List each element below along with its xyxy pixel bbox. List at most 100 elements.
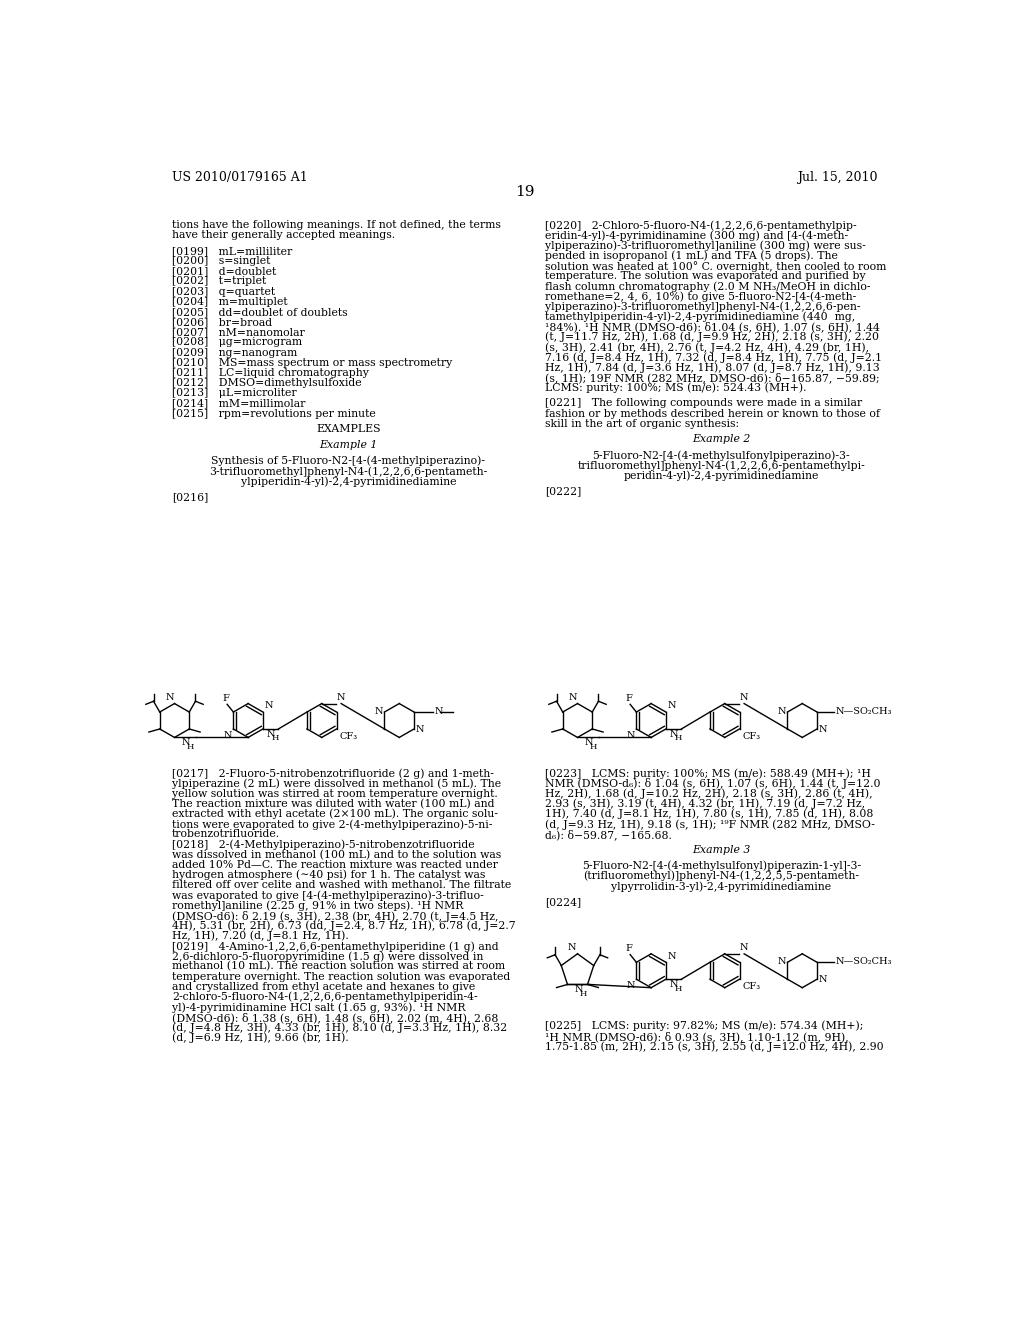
Text: 5-Fluoro-N2-[4-(4-methylsulfonyl)piperazin-1-yl]-3-: 5-Fluoro-N2-[4-(4-methylsulfonyl)piperaz… bbox=[582, 861, 861, 871]
Text: N: N bbox=[670, 730, 678, 739]
Text: d₆): δ−59.87, −165.68.: d₆): δ−59.87, −165.68. bbox=[545, 829, 672, 840]
Text: US 2010/0179165 A1: US 2010/0179165 A1 bbox=[172, 172, 308, 185]
Text: N: N bbox=[165, 693, 174, 702]
Text: extracted with ethyl acetate (2×100 mL). The organic solu-: extracted with ethyl acetate (2×100 mL).… bbox=[172, 809, 498, 820]
Text: [0202]   t=triplet: [0202] t=triplet bbox=[172, 276, 266, 286]
Text: [0216]: [0216] bbox=[172, 492, 209, 502]
Text: N: N bbox=[375, 706, 383, 715]
Text: Example 1: Example 1 bbox=[319, 440, 378, 450]
Text: skill in the art of organic synthesis:: skill in the art of organic synthesis: bbox=[545, 418, 739, 429]
Text: LCMS: purity: 100%; MS (m/e): 524.43 (MH+).: LCMS: purity: 100%; MS (m/e): 524.43 (MH… bbox=[545, 383, 807, 393]
Text: N: N bbox=[670, 979, 678, 989]
Text: H: H bbox=[590, 743, 597, 751]
Text: [0204]   m=multiplet: [0204] m=multiplet bbox=[172, 297, 288, 306]
Text: 1H), 7.40 (d, J=8.1 Hz, 1H), 7.80 (s, 1H), 7.85 (d, 1H), 8.08: 1H), 7.40 (d, J=8.1 Hz, 1H), 7.80 (s, 1H… bbox=[545, 809, 873, 820]
Text: Example 3: Example 3 bbox=[692, 845, 751, 855]
Text: 2,6-dichloro-5-fluoropyrimidine (1.5 g) were dissolved in: 2,6-dichloro-5-fluoropyrimidine (1.5 g) … bbox=[172, 952, 483, 962]
Text: H: H bbox=[675, 985, 682, 993]
Text: [0211]   LC=liquid chromatography: [0211] LC=liquid chromatography bbox=[172, 368, 369, 378]
Text: H: H bbox=[675, 734, 682, 742]
Text: added 10% Pd—C. The reaction mixture was reacted under: added 10% Pd—C. The reaction mixture was… bbox=[172, 859, 498, 870]
Text: romethane=2, 4, 6, 10%) to give 5-fluoro-N2-[4-(4-meth-: romethane=2, 4, 6, 10%) to give 5-fluoro… bbox=[545, 292, 856, 302]
Text: N: N bbox=[739, 693, 748, 702]
Text: F: F bbox=[626, 944, 632, 953]
Text: [0215]   rpm=revolutions per minute: [0215] rpm=revolutions per minute bbox=[172, 409, 376, 418]
Text: CF₃: CF₃ bbox=[742, 733, 761, 741]
Text: [0223]   LCMS: purity: 100%; MS (m/e): 588.49 (MH+); ¹H: [0223] LCMS: purity: 100%; MS (m/e): 588… bbox=[545, 768, 870, 779]
Text: tions were evaporated to give 2-(4-methylpiperazino)-5-ni-: tions were evaporated to give 2-(4-methy… bbox=[172, 818, 493, 830]
Text: N: N bbox=[416, 725, 424, 734]
Text: (s, 1H); 19F NMR (282 MHz, DMSO-d6): δ−165.87, −59.89;: (s, 1H); 19F NMR (282 MHz, DMSO-d6): δ−1… bbox=[545, 372, 880, 383]
Text: Hz, 1H), 7.20 (d, J=8.1 Hz, 1H).: Hz, 1H), 7.20 (d, J=8.1 Hz, 1H). bbox=[172, 931, 349, 941]
Text: [0213]   μL=microliter: [0213] μL=microliter bbox=[172, 388, 297, 399]
Text: 3-trifluoromethyl]phenyl-N4-(1,2,2,6,6-pentameth-: 3-trifluoromethyl]phenyl-N4-(1,2,2,6,6-p… bbox=[209, 466, 487, 477]
Text: [0217]   2-Fluoro-5-nitrobenzotrifluoride (2 g) and 1-meth-: [0217] 2-Fluoro-5-nitrobenzotrifluoride … bbox=[172, 768, 494, 779]
Text: [0214]   mM=millimolar: [0214] mM=millimolar bbox=[172, 399, 305, 408]
Text: N: N bbox=[584, 738, 593, 747]
Text: peridin-4-yl)-2,4-pyrimidinediamine: peridin-4-yl)-2,4-pyrimidinediamine bbox=[624, 470, 819, 480]
Text: N: N bbox=[668, 701, 676, 710]
Text: Hz, 2H), 1.68 (d, J=10.2 Hz, 2H), 2.18 (s, 3H), 2.86 (t, 4H),: Hz, 2H), 1.68 (d, J=10.2 Hz, 2H), 2.18 (… bbox=[545, 788, 872, 799]
Text: solution was heated at 100° C. overnight, then cooled to room: solution was heated at 100° C. overnight… bbox=[545, 260, 887, 272]
Text: N: N bbox=[435, 706, 443, 715]
Text: [0212]   DMSO=dimethylsulfoxide: [0212] DMSO=dimethylsulfoxide bbox=[172, 378, 361, 388]
Text: [0218]   2-(4-Methylpiperazino)-5-nitrobenzotrifluoride: [0218] 2-(4-Methylpiperazino)-5-nitroben… bbox=[172, 840, 475, 850]
Text: 7.16 (d, J=8.4 Hz, 1H), 7.32 (d, J=8.4 Hz, 1H), 7.75 (d, J=2.1: 7.16 (d, J=8.4 Hz, 1H), 7.32 (d, J=8.4 H… bbox=[545, 352, 882, 363]
Text: methanol (10 mL). The reaction solution was stirred at room: methanol (10 mL). The reaction solution … bbox=[172, 961, 505, 972]
Text: 5-Fluoro-N2-[4-(4-methylsulfonylpiperazino)-3-: 5-Fluoro-N2-[4-(4-methylsulfonylpiperazi… bbox=[593, 450, 850, 461]
Text: ¹H NMR (DMSO-d6): δ 0.93 (s, 3H), 1.10-1.12 (m, 9H),: ¹H NMR (DMSO-d6): δ 0.93 (s, 3H), 1.10-1… bbox=[545, 1031, 849, 1041]
Text: NMR (DMSO-d₆): δ 1.04 (s, 6H), 1.07 (s, 6H), 1.44 (t, J=12.0: NMR (DMSO-d₆): δ 1.04 (s, 6H), 1.07 (s, … bbox=[545, 779, 881, 789]
Text: and crystallized from ethyl acetate and hexanes to give: and crystallized from ethyl acetate and … bbox=[172, 982, 475, 991]
Text: N—SO₂CH₃: N—SO₂CH₃ bbox=[836, 957, 892, 966]
Text: [0201]   d=doublet: [0201] d=doublet bbox=[172, 267, 276, 276]
Text: (DMSO-d6): δ 2.19 (s, 3H), 2.38 (br, 4H), 2.70 (t, J=4.5 Hz,: (DMSO-d6): δ 2.19 (s, 3H), 2.38 (br, 4H)… bbox=[172, 911, 499, 921]
Text: 4H), 5.31 (br, 2H), 6.73 (dd, J=2.4, 8.7 Hz, 1H), 6.78 (d, J=2.7: 4H), 5.31 (br, 2H), 6.73 (dd, J=2.4, 8.7… bbox=[172, 921, 516, 932]
Text: [0208]   μg=microgram: [0208] μg=microgram bbox=[172, 338, 302, 347]
Text: [0220]   2-Chloro-5-fluoro-N4-(1,2,2,6,6-pentamethylpip-: [0220] 2-Chloro-5-fluoro-N4-(1,2,2,6,6-p… bbox=[545, 220, 856, 231]
Text: ylpiperazino)-3-trifluoromethyl]phenyl-N4-(1,2,2,6,6-pen-: ylpiperazino)-3-trifluoromethyl]phenyl-N… bbox=[545, 301, 860, 312]
Text: Hz, 1H), 7.84 (d, J=3.6 Hz, 1H), 8.07 (d, J=8.7 Hz, 1H), 9.13: Hz, 1H), 7.84 (d, J=3.6 Hz, 1H), 8.07 (d… bbox=[545, 362, 880, 372]
Text: N: N bbox=[627, 730, 635, 739]
Text: 19: 19 bbox=[515, 185, 535, 199]
Text: [0199]   mL=milliliter: [0199] mL=milliliter bbox=[172, 246, 293, 256]
Text: CF₃: CF₃ bbox=[742, 982, 761, 991]
Text: H: H bbox=[271, 734, 279, 742]
Text: 2.93 (s, 3H), 3.19 (t, 4H), 4.32 (br, 1H), 7.19 (d, J=7.2 Hz,: 2.93 (s, 3H), 3.19 (t, 4H), 4.32 (br, 1H… bbox=[545, 799, 865, 809]
Text: trifluoromethyl]phenyl-N4-(1,2,2,6,6-pentamethylpi-: trifluoromethyl]phenyl-N4-(1,2,2,6,6-pen… bbox=[578, 461, 865, 471]
Text: (s, 3H), 2.41 (br, 4H), 2.76 (t, J=4.2 Hz, 4H), 4.29 (br, 1H),: (s, 3H), 2.41 (br, 4H), 2.76 (t, J=4.2 H… bbox=[545, 342, 869, 352]
Text: yl)-4-pyrimidinamine HCl salt (1.65 g, 93%). ¹H NMR: yl)-4-pyrimidinamine HCl salt (1.65 g, 9… bbox=[172, 1002, 466, 1012]
Text: Synthesis of 5-Fluoro-N2-[4-(4-methylpiperazino)-: Synthesis of 5-Fluoro-N2-[4-(4-methylpip… bbox=[212, 455, 485, 466]
Text: N: N bbox=[739, 944, 748, 952]
Text: (trifluoromethyl)]phenyl-N4-(1,2,2,5,5-pentameth-: (trifluoromethyl)]phenyl-N4-(1,2,2,5,5-p… bbox=[584, 871, 859, 882]
Text: ¹84%). ¹H NMR (DMSO-d6): δ1.04 (s, 6H), 1.07 (s, 6H), 1.44: ¹84%). ¹H NMR (DMSO-d6): δ1.04 (s, 6H), … bbox=[545, 322, 880, 333]
Text: EXAMPLES: EXAMPLES bbox=[316, 424, 381, 434]
Text: N: N bbox=[818, 725, 827, 734]
Text: pended in isopropanol (1 mL) and TFA (5 drops). The: pended in isopropanol (1 mL) and TFA (5 … bbox=[545, 251, 838, 261]
Text: N—SO₂CH₃: N—SO₂CH₃ bbox=[836, 706, 892, 715]
Text: N: N bbox=[777, 706, 786, 715]
Text: tions have the following meanings. If not defined, the terms: tions have the following meanings. If no… bbox=[172, 220, 501, 230]
Text: ylpiperazine (2 mL) were dissolved in methanol (5 mL). The: ylpiperazine (2 mL) were dissolved in me… bbox=[172, 779, 502, 789]
Text: (d, J=6.9 Hz, 1H), 9.66 (br, 1H).: (d, J=6.9 Hz, 1H), 9.66 (br, 1H). bbox=[172, 1032, 349, 1043]
Text: flash column chromatography (2.0 M NH₃/MeOH in dichlo-: flash column chromatography (2.0 M NH₃/M… bbox=[545, 281, 870, 292]
Text: N: N bbox=[337, 693, 345, 702]
Text: The reaction mixture was diluted with water (100 mL) and: The reaction mixture was diluted with wa… bbox=[172, 799, 495, 809]
Text: ylpyrrolidin-3-yl)-2,4-pyrimidinediamine: ylpyrrolidin-3-yl)-2,4-pyrimidinediamine bbox=[611, 880, 831, 891]
Text: N: N bbox=[574, 985, 583, 994]
Text: romethyl]aniline (2.25 g, 91% in two steps). ¹H NMR: romethyl]aniline (2.25 g, 91% in two ste… bbox=[172, 900, 464, 911]
Text: filtered off over celite and washed with methanol. The filtrate: filtered off over celite and washed with… bbox=[172, 880, 511, 890]
Text: temperature overnight. The reaction solution was evaporated: temperature overnight. The reaction solu… bbox=[172, 972, 510, 982]
Text: Jul. 15, 2010: Jul. 15, 2010 bbox=[797, 172, 878, 185]
Text: H: H bbox=[580, 990, 587, 998]
Text: N: N bbox=[777, 957, 786, 966]
Text: was dissolved in methanol (100 mL) and to the solution was: was dissolved in methanol (100 mL) and t… bbox=[172, 850, 502, 859]
Text: N: N bbox=[568, 693, 577, 702]
Text: [0203]   q=quartet: [0203] q=quartet bbox=[172, 286, 275, 297]
Text: [0225]   LCMS: purity: 97.82%; MS (m/e): 574.34 (MH+);: [0225] LCMS: purity: 97.82%; MS (m/e): 5… bbox=[545, 1020, 863, 1031]
Text: 2-chloro-5-fluoro-N4-(1,2,2,6,6-pentamethylpiperidin-4-: 2-chloro-5-fluoro-N4-(1,2,2,6,6-pentamet… bbox=[172, 991, 478, 1002]
Text: temperature. The solution was evaporated and purified by: temperature. The solution was evaporated… bbox=[545, 271, 865, 281]
Text: hydrogen atmosphere (∼40 psi) for 1 h. The catalyst was: hydrogen atmosphere (∼40 psi) for 1 h. T… bbox=[172, 870, 485, 880]
Text: tamethylpiperidin-4-yl)-2,4-pyrimidinediamine (440  mg,: tamethylpiperidin-4-yl)-2,4-pyrimidinedi… bbox=[545, 312, 855, 322]
Text: N: N bbox=[818, 975, 827, 985]
Text: [0207]   nM=nanomolar: [0207] nM=nanomolar bbox=[172, 327, 305, 337]
